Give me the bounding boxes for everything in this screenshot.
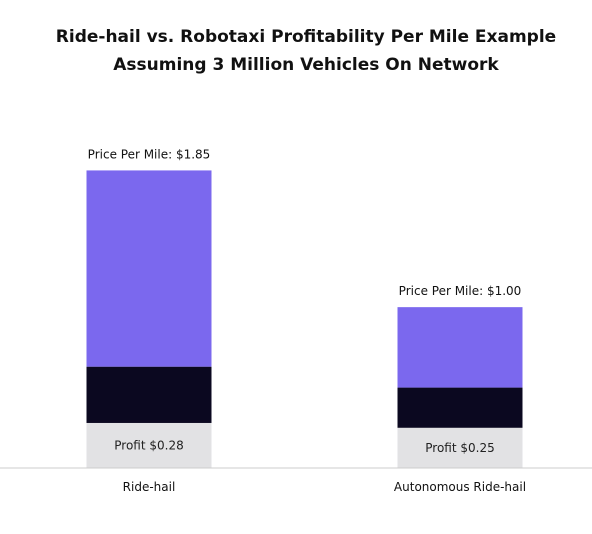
chart-title-line-1: Ride-hail vs. Robotaxi Profitability Per… <box>56 27 556 47</box>
labels-group: Profit $0.28 Price Per Mile: $1.85 Ride-ha… <box>88 147 526 494</box>
bar-segment-3-ride-hail <box>86 170 212 367</box>
category-label-autonomous-ride-hail: Autonomous Ride-hail <box>394 480 526 494</box>
bar-segment-1-ride-hail <box>86 422 212 468</box>
price-label-ride-hail: Price Per Mile: $1.85 <box>88 147 211 161</box>
profit-label-ride-hail: Profit $0.28 <box>114 438 183 452</box>
chart-title-line-2: Assuming 3 Million Vehicles On Network <box>113 55 499 75</box>
category-label-ride-hail: Ride-hail <box>123 480 176 494</box>
bar-segment-2-autonomous-ride-hail <box>397 387 523 428</box>
profit-label-autonomous-ride-hail: Profit $0.25 <box>425 441 494 455</box>
bar-segment-3-autonomous-ride-hail <box>397 307 523 388</box>
bar-segment-2-ride-hail <box>86 366 212 423</box>
bar-segment-1-autonomous-ride-hail <box>397 427 523 468</box>
price-label-autonomous-ride-hail: Price Per Mile: $1.00 <box>399 284 522 298</box>
bars-group <box>86 170 523 468</box>
